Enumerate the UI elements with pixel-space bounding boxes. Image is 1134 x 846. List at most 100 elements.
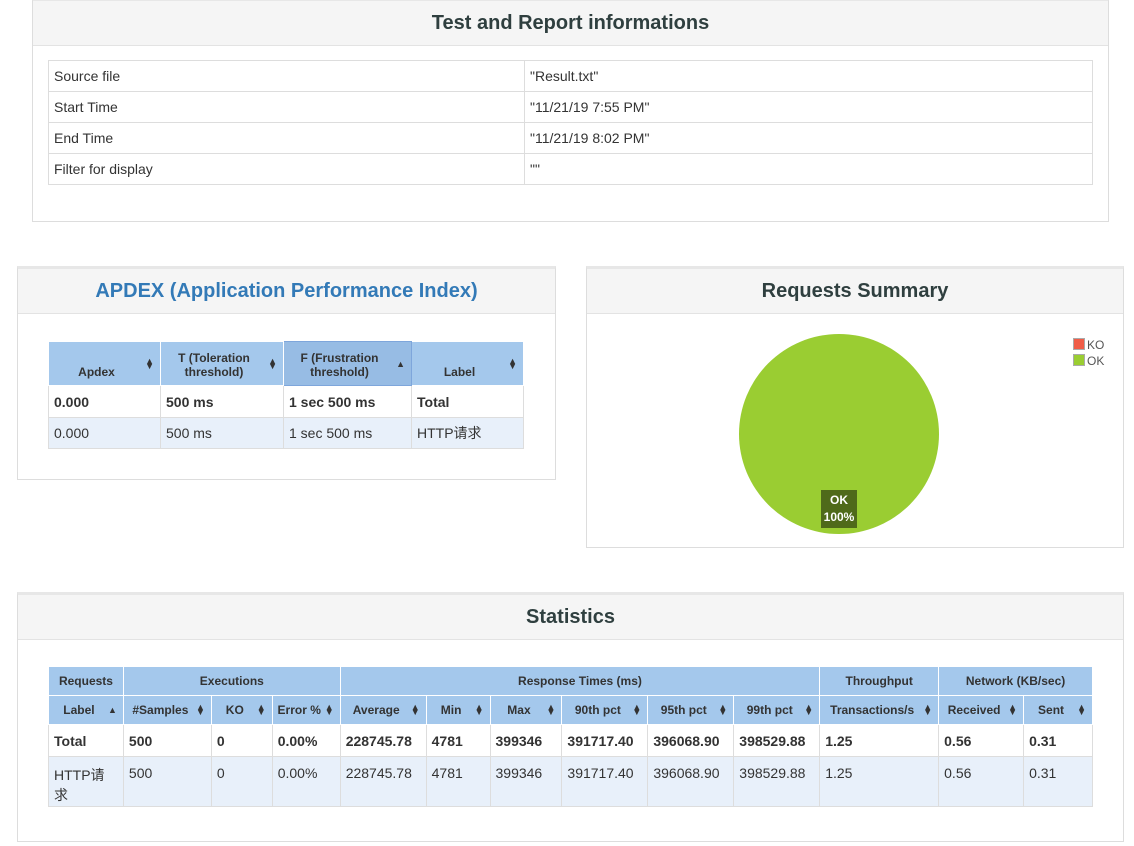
- col-ko[interactable]: KO ▲ ▼: [210, 695, 273, 725]
- sort-icon: ▲ ▼: [195, 702, 205, 717]
- col-max[interactable]: Max ▲ ▼: [489, 695, 563, 725]
- sort-icon: ▲ ▼: [145, 355, 154, 371]
- cell-received: 0.56: [938, 756, 1025, 807]
- group-network: Network (KB/sec): [938, 666, 1093, 696]
- group-throughput: Throughput: [819, 666, 940, 696]
- apdex-title: APDEX (Application Performance Index): [18, 269, 555, 314]
- cell-ko: 0: [210, 724, 273, 757]
- toleration-value: 500 ms: [160, 417, 284, 449]
- pie-slice-label-bg: [821, 490, 857, 528]
- statistics-table: Requests Executions Response Times (ms) …: [48, 666, 1093, 807]
- col-average[interactable]: Average ▲ ▼: [339, 695, 427, 725]
- apdex-table: Apdex ▲ ▼ T (Toleration threshold) ▲ ▼ F (…: [48, 341, 524, 449]
- info-key: Source file: [48, 60, 525, 92]
- col-min[interactable]: Min ▲ ▼: [425, 695, 491, 725]
- statistics-row: HTTP请求 500 0 0.00% 228745.78 4781 399346…: [48, 756, 1093, 807]
- group-executions: Executions: [122, 666, 341, 696]
- info-row: Source file "Result.txt": [48, 60, 1093, 92]
- apdex-value: 0.000: [48, 417, 161, 449]
- apdex-panel: APDEX (Application Performance Index) Ap…: [17, 266, 556, 480]
- cell-90th-pct: 391717.40: [561, 724, 649, 757]
- legend-item-ok[interactable]: OK: [1073, 353, 1104, 369]
- cell-sent: 0.31: [1023, 724, 1093, 757]
- sort-icon: ▲ ▼: [410, 702, 420, 717]
- cell-received: 0.56: [938, 724, 1025, 757]
- sort-asc-icon: ▲: [108, 705, 117, 715]
- group-requests: Requests: [48, 666, 124, 696]
- cell-samples: 500: [122, 724, 212, 757]
- frustration-value: 1 sec 500 ms: [283, 385, 412, 418]
- cell-min: 4781: [425, 756, 491, 807]
- apdex-header-toleration[interactable]: T (Toleration threshold) ▲ ▼: [160, 341, 284, 386]
- cell-max: 399346: [489, 724, 563, 757]
- col-95th-pct[interactable]: 95th pct ▲ ▼: [647, 695, 735, 725]
- cell-99th-pct: 398529.88: [733, 756, 821, 807]
- cell-90th-pct: 391717.40: [561, 756, 649, 807]
- sort-asc-icon: ▲: [396, 358, 405, 369]
- info-row: Filter for display "": [48, 153, 1093, 185]
- cell-error-pct: 0.00%: [271, 756, 341, 807]
- apdex-total-row: 0.000 500 ms 1 sec 500 ms Total: [48, 385, 524, 418]
- sort-icon: ▲ ▼: [718, 702, 728, 717]
- col-received[interactable]: Received ▲ ▼: [938, 695, 1025, 725]
- cell-ko: 0: [210, 756, 273, 807]
- cell-max: 399346: [489, 756, 563, 807]
- col-transactions[interactable]: Transactions/s ▲ ▼: [819, 695, 940, 725]
- legend-swatch-ok: [1073, 354, 1085, 366]
- sort-icon: ▲ ▼: [923, 702, 933, 717]
- requests-summary-title: Requests Summary: [587, 269, 1123, 314]
- pie-slice-ok[interactable]: [739, 334, 939, 534]
- requests-pie-chart: OK 100%: [739, 334, 939, 534]
- pie-slice-label: OK: [830, 493, 848, 507]
- cell-label: Total: [48, 724, 124, 757]
- test-info-table: Source file "Result.txt" Start Time "11/…: [48, 60, 1093, 185]
- statistics-title: Statistics: [18, 595, 1123, 640]
- apdex-header-frustration[interactable]: F (Frustration threshold) ▲: [283, 341, 412, 386]
- test-info-title: Test and Report informations: [33, 1, 1108, 46]
- info-row: Start Time "11/21/19 7:55 PM": [48, 91, 1093, 123]
- cell-95th-pct: 396068.90: [647, 756, 735, 807]
- apdex-header-apdex[interactable]: Apdex ▲ ▼: [48, 341, 161, 386]
- pie-slice-pct: 100%: [824, 510, 855, 524]
- col-90th-pct[interactable]: 90th pct ▲ ▼: [561, 695, 649, 725]
- cell-label: HTTP请求: [48, 756, 124, 807]
- frustration-value: 1 sec 500 ms: [283, 417, 412, 449]
- cell-average: 228745.78: [339, 756, 427, 807]
- cell-sent: 0.31: [1023, 756, 1093, 807]
- col-samples[interactable]: #Samples ▲ ▼: [122, 695, 212, 725]
- info-value: "Result.txt": [524, 60, 1093, 92]
- test-info-panel: Test and Report informations Source file…: [32, 0, 1109, 222]
- col-label[interactable]: Label ▲: [48, 695, 124, 725]
- cell-samples: 500: [122, 756, 212, 807]
- apdex-row: 0.000 500 ms 1 sec 500 ms HTTP请求: [48, 417, 524, 449]
- statistics-total-row: Total 500 0 0.00% 228745.78 4781 399346 …: [48, 724, 1093, 757]
- label-value: HTTP请求: [411, 417, 524, 449]
- col-error-pct[interactable]: Error % ▲ ▼: [271, 695, 341, 725]
- col-sent[interactable]: Sent ▲ ▼: [1023, 695, 1093, 725]
- info-key: Filter for display: [48, 153, 525, 185]
- sort-icon: ▲ ▼: [546, 702, 556, 717]
- statistics-panel: Statistics Requests Executions Response …: [17, 592, 1124, 842]
- apdex-header-label[interactable]: Label ▲ ▼: [411, 341, 524, 386]
- cell-95th-pct: 396068.90: [647, 724, 735, 757]
- sort-icon: ▲ ▼: [324, 702, 334, 717]
- cell-transactions: 1.25: [819, 756, 940, 807]
- cell-min: 4781: [425, 724, 491, 757]
- cell-transactions: 1.25: [819, 724, 940, 757]
- legend-item-ko[interactable]: KO: [1073, 337, 1104, 353]
- sort-icon: ▲ ▼: [474, 702, 484, 717]
- label-value: Total: [411, 385, 524, 418]
- info-key: Start Time: [48, 91, 525, 123]
- cell-99th-pct: 398529.88: [733, 724, 821, 757]
- info-value: "": [524, 153, 1093, 185]
- sort-icon: ▲ ▼: [804, 702, 814, 717]
- sort-icon: ▲ ▼: [268, 355, 277, 371]
- apdex-value: 0.000: [48, 385, 161, 418]
- sort-icon: ▲ ▼: [632, 702, 642, 717]
- requests-summary-panel: Requests Summary OK 100% KO OK: [586, 266, 1124, 548]
- info-value: "11/21/19 7:55 PM": [524, 91, 1093, 123]
- legend-swatch-ko: [1073, 338, 1085, 350]
- group-response-times: Response Times (ms): [339, 666, 821, 696]
- sort-icon: ▲ ▼: [1008, 702, 1018, 717]
- col-99th-pct[interactable]: 99th pct ▲ ▼: [733, 695, 821, 725]
